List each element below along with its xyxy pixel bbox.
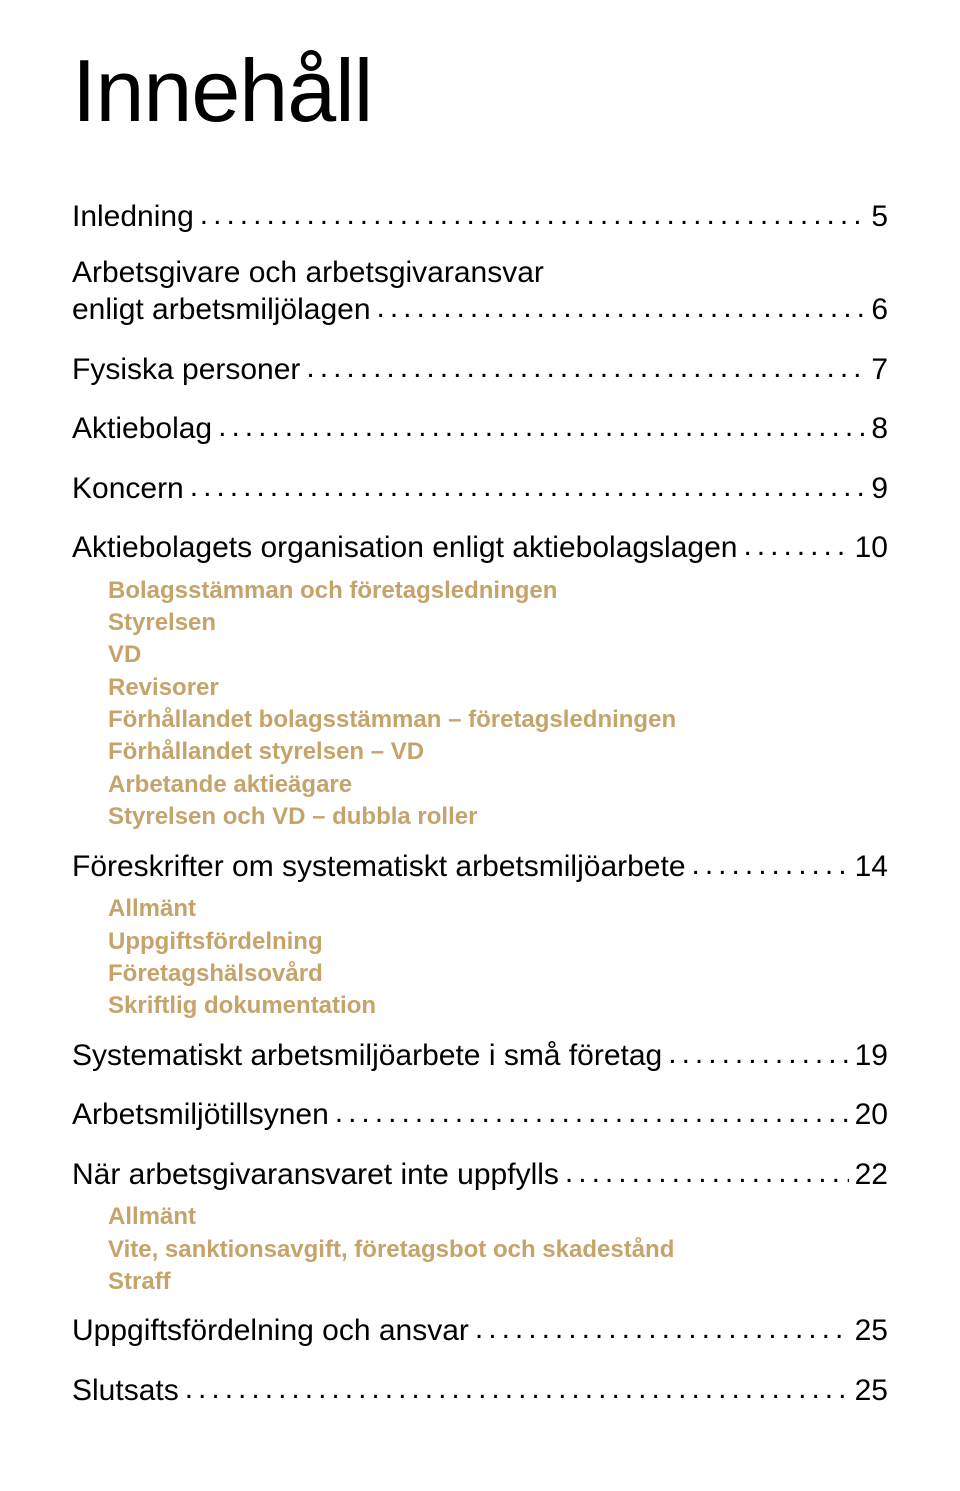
toc-label-wrap: Systematiskt arbetsmiljöarbete i små för… (72, 1037, 849, 1075)
toc-label: Arbetsmiljötillsynen (72, 1096, 329, 1134)
toc-sub-item: Allmänt (108, 893, 888, 925)
toc-gap (72, 1417, 888, 1431)
toc-sub-item: Allmänt (108, 1201, 888, 1233)
toc-label-wrap: Uppgiftsfördelning och ansvar (72, 1312, 849, 1350)
page-title: Innehåll (72, 40, 888, 142)
toc-page-number: 8 (865, 410, 888, 448)
toc-label-wrap: Aktiebolag (72, 410, 865, 448)
toc-label: Koncern (72, 470, 184, 508)
toc-label-wrap: Föreskrifter om systematiskt arbetsmiljö… (72, 848, 849, 886)
toc-page-number: 9 (865, 470, 888, 508)
toc-label: Fysiska personer (72, 351, 300, 389)
toc-sub-item: Bolagsstämman och företagsledningen (108, 575, 888, 607)
toc-sub-item: Vite, sanktionsavgift, företagsbot och s… (108, 1234, 888, 1266)
toc-entry: Aktiebolag 8 (72, 410, 888, 448)
toc-page-number: 20 (849, 1096, 888, 1134)
toc-label: Slutsats (72, 1372, 179, 1410)
toc-entry: Systematiskt arbetsmiljöarbete i små för… (72, 1037, 888, 1075)
toc-label: enligt arbetsmiljölagen (72, 291, 371, 329)
toc-label-wrap: Aktiebolagets organisation enligt aktieb… (72, 529, 849, 567)
toc-leader (737, 527, 848, 565)
toc-label-wrap: Arbetsmiljötillsynen (72, 1096, 849, 1134)
toc-sub-item: Styrelsen och VD – dubbla roller (108, 801, 888, 833)
toc-sub-item: VD (108, 639, 888, 671)
toc-leader (559, 1154, 849, 1192)
toc-label-wrap: enligt arbetsmiljölagen (72, 291, 865, 329)
toc-label: När arbetsgivaransvaret inte uppfylls (72, 1156, 559, 1194)
toc-label: Aktiebolag (72, 410, 212, 448)
toc-entry: Arbetsmiljötillsynen 20 (72, 1096, 888, 1134)
toc-sub-item: Straff (108, 1266, 888, 1298)
toc-entry: Slutsats 25 (72, 1372, 888, 1410)
toc-page-number: 25 (849, 1312, 888, 1350)
toc-label-wrap: Inledning (72, 198, 865, 236)
toc-leader (300, 349, 865, 387)
toc-page-number: 7 (865, 351, 888, 389)
toc-entry: Koncern 9 (72, 470, 888, 508)
table-of-contents: Inledning 5 Arbetsgivare och arbetsgivaran… (72, 198, 888, 1431)
toc-entry: Inledning 5 (72, 198, 888, 236)
toc-sub-list: Bolagsstämman och företagsledningenStyre… (108, 575, 888, 834)
toc-page-number: 22 (849, 1156, 888, 1194)
toc-page-number: 10 (849, 529, 888, 567)
toc-sub-item: Uppgiftsfördelning (108, 926, 888, 958)
toc-sub-item: Företagshälsovård (108, 958, 888, 990)
toc-label: Föreskrifter om systematiskt arbetsmiljö… (72, 848, 686, 886)
toc-leader (179, 1370, 849, 1408)
toc-label: Inledning (72, 198, 194, 236)
toc-label-wrap: När arbetsgivaransvaret inte uppfylls (72, 1156, 849, 1194)
toc-entry: enligt arbetsmiljölagen 6 (72, 291, 888, 329)
toc-page-number: 5 (865, 198, 888, 236)
toc-page-number: 19 (849, 1037, 888, 1075)
toc-leader (184, 468, 866, 506)
toc-entry: Fysiska personer 7 (72, 351, 888, 389)
toc-label: Systematiskt arbetsmiljöarbete i små för… (72, 1037, 662, 1075)
toc-leader (469, 1310, 849, 1348)
toc-sub-list: AllmäntVite, sanktionsavgift, företagsbo… (108, 1201, 888, 1298)
toc-leader (662, 1035, 848, 1073)
page: Innehåll Inledning 5 Arbetsgivare och arbe… (0, 0, 960, 1491)
toc-entry: Föreskrifter om systematiskt arbetsmiljö… (72, 848, 888, 886)
toc-sub-item: Förhållandet bolagsstämman – företagsled… (108, 704, 888, 736)
toc-sub-item: Revisorer (108, 672, 888, 704)
toc-sub-item: Förhållandet styrelsen – VD (108, 736, 888, 768)
toc-leader (686, 846, 849, 884)
toc-entry: När arbetsgivaransvaret inte uppfylls 22 (72, 1156, 888, 1194)
toc-sub-item: Skriftlig dokumentation (108, 990, 888, 1022)
toc-leader (212, 408, 865, 446)
toc-sub-list: AllmäntUppgiftsfördelningFöretagshälsovå… (108, 893, 888, 1023)
toc-entry: Aktiebolagets organisation enligt aktieb… (72, 529, 888, 567)
toc-label-wrap: Fysiska personer (72, 351, 865, 389)
toc-label-wrap: Koncern (72, 470, 865, 508)
toc-label-wrap: Slutsats (72, 1372, 849, 1410)
toc-sub-item: Styrelsen (108, 607, 888, 639)
toc-page-number: 6 (865, 291, 888, 329)
toc-label: Aktiebolagets organisation enligt aktieb… (72, 529, 737, 567)
toc-label: Uppgiftsfördelning och ansvar (72, 1312, 469, 1350)
toc-page-number: 14 (849, 848, 888, 886)
toc-sub-item: Arbetande aktieägare (108, 769, 888, 801)
toc-leader (329, 1094, 849, 1132)
toc-label-line: Arbetsgivare och arbetsgivaransvar (72, 254, 888, 292)
toc-leader (371, 289, 866, 327)
toc-page-number: 25 (849, 1372, 888, 1410)
toc-entry: Uppgiftsfördelning och ansvar 25 (72, 1312, 888, 1350)
toc-leader (194, 196, 866, 234)
